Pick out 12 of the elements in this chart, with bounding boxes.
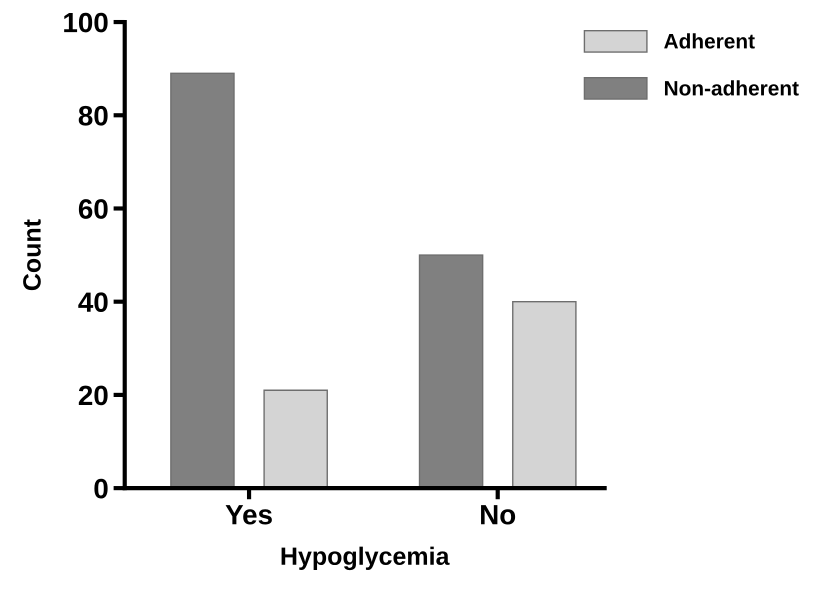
legend-label: Non-adherent: [664, 80, 799, 96]
x-tick-label: Yes: [226, 505, 272, 524]
x-tick-label: No: [481, 505, 516, 524]
y-tick-label: 80: [78, 106, 108, 126]
y-tick-label: 20: [78, 386, 108, 406]
y-tick-label: 60: [78, 199, 108, 219]
legend-label: Adherent: [664, 33, 755, 49]
y-tick-label: 100: [64, 12, 108, 32]
y-axis-title: Count: [23, 219, 41, 290]
y-tick-label: 40: [78, 292, 108, 312]
x-axis-title: Hypoglycemia: [282, 546, 450, 570]
y-tick-label: 0: [94, 478, 108, 498]
